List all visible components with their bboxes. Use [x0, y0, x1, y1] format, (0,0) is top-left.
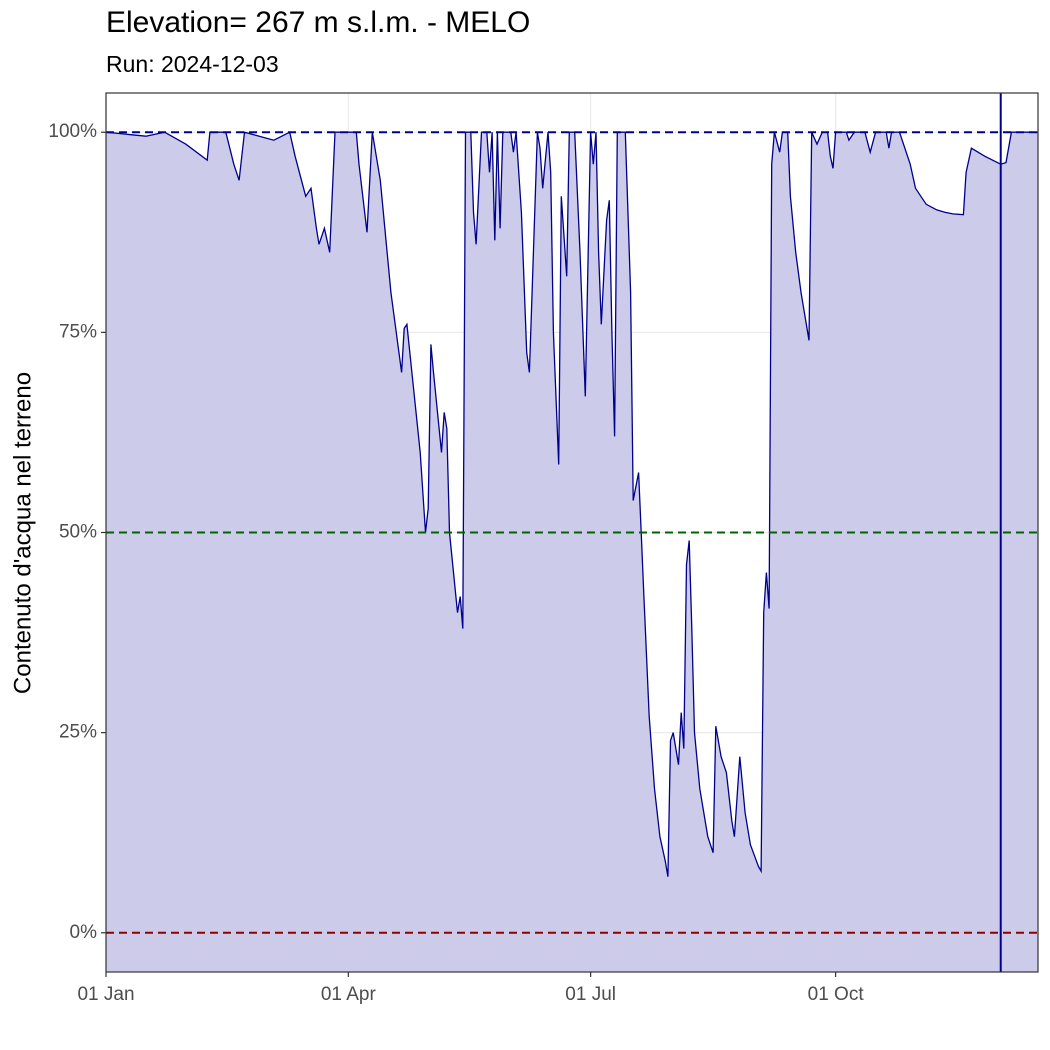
x-tick-label: 01 Jan	[77, 984, 134, 1005]
x-tick-label: 01 Jul	[565, 984, 616, 1005]
y-axis-label: Contenuto d'acqua nel terreno	[9, 372, 36, 694]
y-tick-label: 100%	[48, 121, 97, 142]
chart-title: Elevation= 267 m s.l.m. - MELO	[106, 6, 530, 39]
y-tick-label: 0%	[70, 922, 98, 943]
chart-subtitle: Run: 2024-12-03	[106, 51, 279, 77]
line	[105, 131, 1038, 877]
x-tick-label: 01 Oct	[808, 984, 865, 1005]
area	[106, 132, 1038, 972]
y-tick-label: 25%	[59, 722, 97, 743]
x-tick-label: 01 Apr	[321, 984, 377, 1005]
y-tick-label: 75%	[59, 321, 97, 342]
y-tick-label: 50%	[59, 522, 97, 543]
